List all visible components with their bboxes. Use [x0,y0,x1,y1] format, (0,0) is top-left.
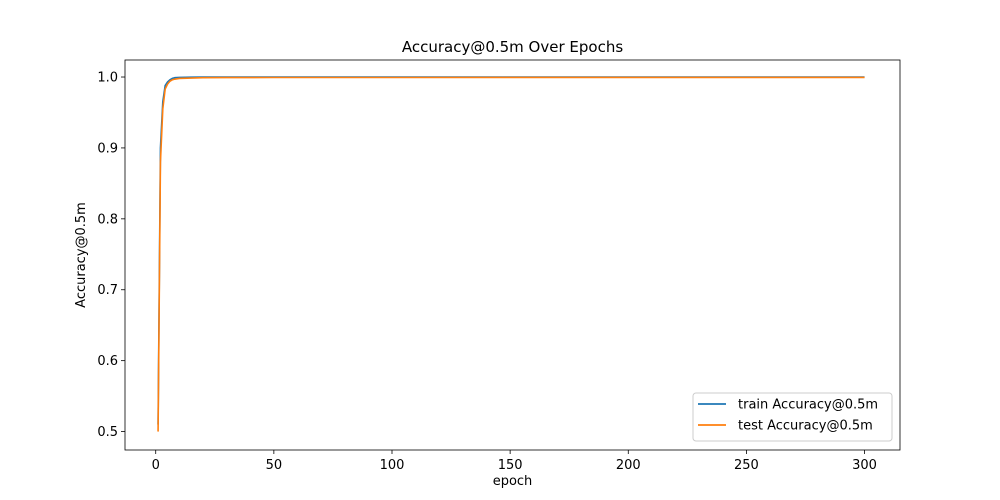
legend-label: train Accuracy@0.5m [738,398,878,413]
axes: 0 50 100 150 200 250 300 0.5 0.6 0.7 0.8 0.9 1.0 [97,59,901,473]
legend-label: test Accuracy@0.5m [738,419,873,434]
y-axis-label: Accuracy@0.5m [74,202,89,308]
legend: train Accuracy@0.5m test Accuracy@0.5m [692,392,893,442]
chart-title: Accuracy@0.5m Over Epochs [402,38,623,56]
series-line-test [157,76,865,432]
legend-box [692,392,893,442]
x-axis-label: epoch [493,474,533,489]
series-line-train [157,76,865,425]
x-tick-label: 300 [852,458,877,473]
x-tick-label: 250 [734,458,759,473]
x-tick-label: 100 [380,458,405,473]
y-tick-label: 0.9 [97,141,118,156]
x-tick-label: 0 [152,458,160,473]
x-tick-label: 200 [616,458,641,473]
y-tick-label: 0.7 [97,283,118,298]
plot-area [157,76,865,432]
y-tick-label: 0.5 [97,425,118,440]
x-tick-label: 150 [498,458,523,473]
y-tick-label: 0.8 [97,212,118,227]
plot-frame [124,59,901,451]
x-tick-label: 50 [266,458,283,473]
y-tick-label: 0.6 [97,354,118,369]
y-tick-label: 1.0 [97,71,118,86]
